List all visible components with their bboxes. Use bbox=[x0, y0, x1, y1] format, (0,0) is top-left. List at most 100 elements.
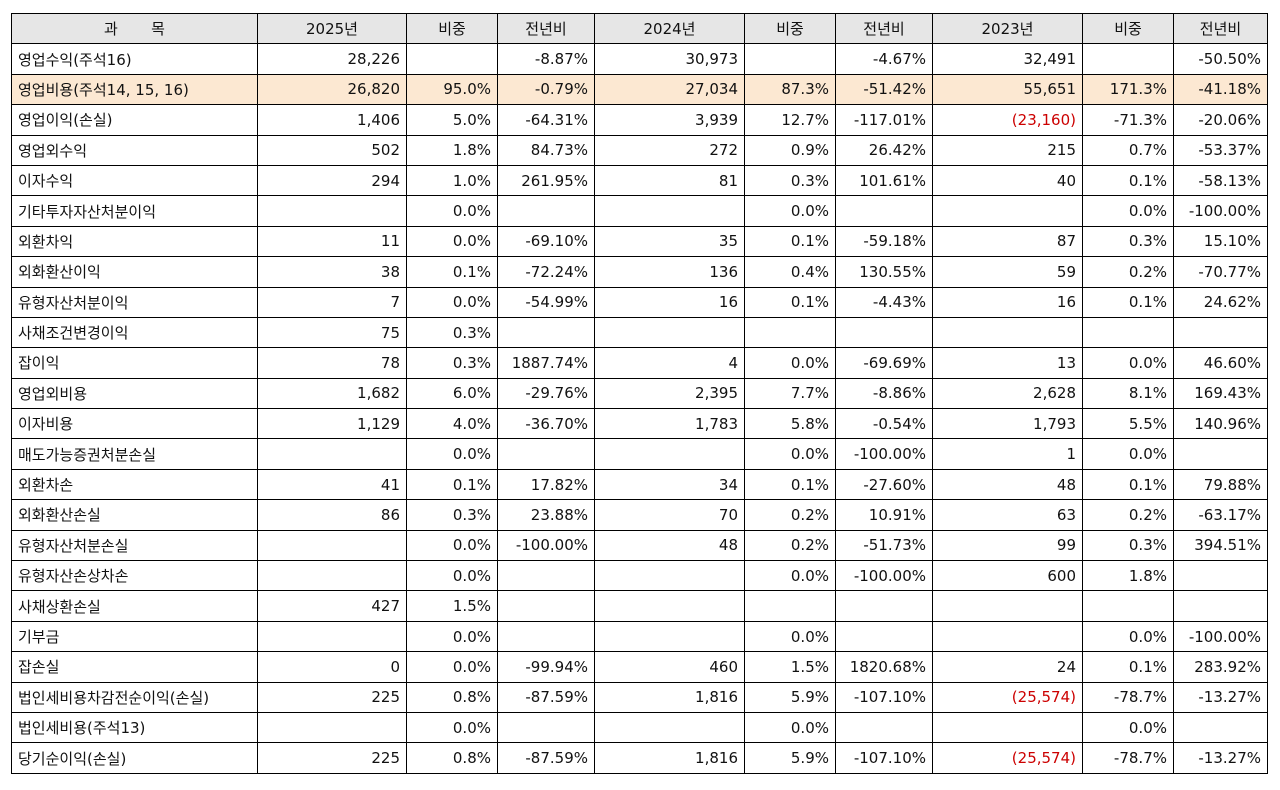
table-cell: 0.0% bbox=[1082, 620, 1174, 653]
table-cell: (23,160) bbox=[932, 104, 1083, 136]
header-cell: 전년비 bbox=[497, 12, 595, 45]
table-cell: 16 bbox=[594, 286, 745, 318]
table-cell: 1,129 bbox=[257, 408, 407, 440]
table-cell: 79.88% bbox=[1173, 468, 1268, 501]
table-cell bbox=[594, 590, 745, 622]
table-cell: -69.69% bbox=[835, 347, 933, 379]
table-cell: 87 bbox=[932, 225, 1083, 258]
table-cell: 0.4% bbox=[744, 256, 836, 288]
table-cell: 215 bbox=[932, 134, 1083, 166]
table-cell: 40 bbox=[932, 164, 1083, 197]
table-cell: 0.3% bbox=[406, 316, 498, 349]
row-label: 외환차익 bbox=[11, 225, 258, 258]
table-cell: 7.7% bbox=[744, 377, 836, 410]
table-cell: 261.95% bbox=[497, 164, 595, 197]
table-cell: -27.60% bbox=[835, 468, 933, 501]
table-cell bbox=[932, 316, 1083, 349]
table-row: 영업외수익 502 1.8% 84.73% 272 0.9% 26.42% 215 0.7% -5… bbox=[11, 134, 1268, 166]
table-cell bbox=[744, 43, 836, 75]
table-cell bbox=[744, 590, 836, 622]
table-cell: -8.87% bbox=[497, 43, 595, 75]
table-cell: 2,395 bbox=[594, 377, 745, 410]
row-label: 유형자산손상차손 bbox=[11, 560, 258, 592]
table-cell bbox=[1173, 316, 1268, 349]
row-label: 기타투자자산처분이익 bbox=[11, 195, 258, 227]
table-cell: 59 bbox=[932, 256, 1083, 288]
table-cell: -58.13% bbox=[1173, 164, 1268, 197]
table-cell: -117.01% bbox=[835, 104, 933, 136]
row-label: 잡손실 bbox=[11, 651, 258, 683]
row-label: 영업외비용 bbox=[11, 377, 258, 410]
table-cell: 0.1% bbox=[1082, 651, 1174, 683]
table-row: 기부금 0.0% 0.0% 0.0% -100.00% bbox=[11, 620, 1268, 653]
table-cell: 0.0% bbox=[1082, 195, 1174, 227]
table-cell: 13 bbox=[932, 347, 1083, 379]
row-label: 유형자산처분이익 bbox=[11, 286, 258, 318]
table-cell: -51.42% bbox=[835, 73, 933, 106]
table-cell bbox=[257, 195, 407, 227]
table-cell: 95.0% bbox=[406, 73, 498, 106]
table-cell: 0.0% bbox=[744, 560, 836, 592]
table-row: 영업수익(주석16) 28,226 -8.87% 30,973 -4.67% 32,491… bbox=[11, 43, 1268, 75]
table-cell: 26.42% bbox=[835, 134, 933, 166]
table-cell: 26,820 bbox=[257, 73, 407, 106]
header-cell: 비중 bbox=[406, 12, 498, 45]
table-cell: 0.3% bbox=[406, 347, 498, 379]
header-cell: 2023년 bbox=[932, 12, 1083, 45]
table-cell: 11 bbox=[257, 225, 407, 258]
table-cell bbox=[1173, 711, 1268, 744]
table-cell: 55,651 bbox=[932, 73, 1083, 106]
table-cell: 16 bbox=[932, 286, 1083, 318]
table-row: 외화환산이익 38 0.1% -72.24% 136 0.4% 130.55% 59 0.2% -… bbox=[11, 256, 1268, 288]
table-cell bbox=[932, 620, 1083, 653]
table-cell: 0.1% bbox=[406, 256, 498, 288]
table-cell bbox=[497, 560, 595, 592]
table-cell bbox=[1082, 590, 1174, 622]
table-cell: 0.0% bbox=[406, 286, 498, 318]
row-label: 기부금 bbox=[11, 620, 258, 653]
table-cell bbox=[257, 711, 407, 744]
table-cell: -69.10% bbox=[497, 225, 595, 258]
table-cell: 502 bbox=[257, 134, 407, 166]
table-cell: 8.1% bbox=[1082, 377, 1174, 410]
table-cell: 0.3% bbox=[1082, 529, 1174, 562]
table-cell: -51.73% bbox=[835, 529, 933, 562]
table-cell: -99.94% bbox=[497, 651, 595, 683]
table-cell: -0.79% bbox=[497, 73, 595, 106]
row-label: 당기순이익(손실) bbox=[11, 742, 258, 774]
table-row: 법인세비용(주석13) 0.0% 0.0% 0.0% bbox=[11, 711, 1268, 744]
table-cell bbox=[1173, 438, 1268, 470]
table-cell: 86 bbox=[257, 499, 407, 531]
header-cell: 전년비 bbox=[1173, 12, 1268, 45]
table-cell bbox=[594, 438, 745, 470]
table-cell: 294 bbox=[257, 164, 407, 197]
table-row: 영업비용(주석14, 15, 16) 26,820 95.0% -0.79% 27,03… bbox=[11, 73, 1268, 106]
table-cell: 0.1% bbox=[1082, 286, 1174, 318]
table-cell: 394.51% bbox=[1173, 529, 1268, 562]
header-cell: 2024년 bbox=[594, 12, 745, 45]
table-row: 법인세비용차감전순이익(손실) 225 0.8% -87.59% 1,816 5.9% -1… bbox=[11, 681, 1268, 713]
table-cell: -78.7% bbox=[1082, 742, 1174, 774]
table-cell: 0.2% bbox=[744, 529, 836, 562]
table-cell: 272 bbox=[594, 134, 745, 166]
table-cell: 28,226 bbox=[257, 43, 407, 75]
table-cell bbox=[497, 711, 595, 744]
table-cell bbox=[835, 590, 933, 622]
row-label: 영업외수익 bbox=[11, 134, 258, 166]
table-row: 유형자산손상차손 0.0% 0.0% -100.00% 600 1.8% bbox=[11, 560, 1268, 592]
table-cell: -87.59% bbox=[497, 742, 595, 774]
table-row: 이자수익 294 1.0% 261.95% 81 0.3% 101.61% 40 0.1% -58… bbox=[11, 164, 1268, 197]
table-cell: -70.77% bbox=[1173, 256, 1268, 288]
table-cell: 12.7% bbox=[744, 104, 836, 136]
table-cell: 70 bbox=[594, 499, 745, 531]
table-cell: 10.91% bbox=[835, 499, 933, 531]
table-cell: 24 bbox=[932, 651, 1083, 683]
row-label: 법인세비용차감전순이익(손실) bbox=[11, 681, 258, 713]
table-row: 영업외비용 1,682 6.0% -29.76% 2,395 7.7% -8.86% 2,62… bbox=[11, 377, 1268, 410]
table-cell: -50.50% bbox=[1173, 43, 1268, 75]
table-row: 사채상환손실 427 1.5% bbox=[11, 590, 1268, 622]
table-cell: 1,406 bbox=[257, 104, 407, 136]
table-cell: 0.2% bbox=[1082, 256, 1174, 288]
table-cell bbox=[594, 316, 745, 349]
table-cell bbox=[1082, 316, 1174, 349]
